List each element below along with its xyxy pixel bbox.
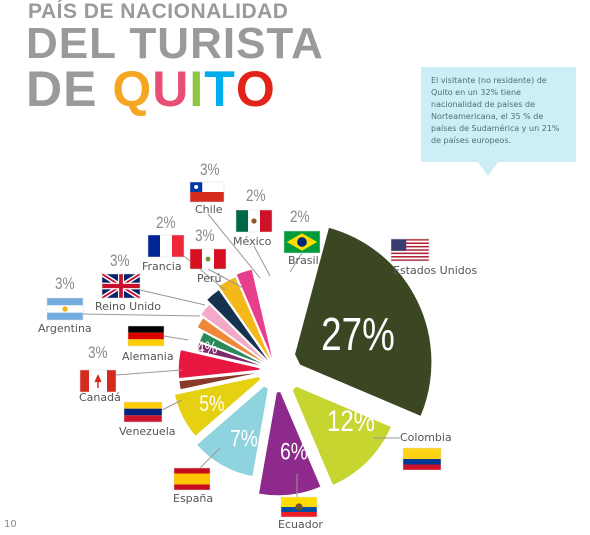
flag-reino-unido-icon (100, 271, 142, 301)
slice-value-ecuador: 6% (280, 437, 308, 465)
label-estados-unidos: Estados Unidos (393, 264, 477, 277)
slice-venezuela (173, 375, 262, 438)
slice-value-colombia: 12% (327, 403, 375, 437)
value-argentina: 3% (55, 275, 75, 294)
value-francia: 2% (156, 214, 176, 233)
flag-canada-icon (79, 369, 117, 393)
slice-colombia (290, 384, 393, 487)
flag-mexico-icon (235, 209, 273, 233)
title-prefix: DE (26, 61, 98, 117)
title-letter-o: O (235, 61, 276, 117)
title-letter-q: Q (112, 61, 153, 117)
flag-francia-icon (147, 234, 185, 258)
leader-canada (115, 369, 183, 376)
slice-value-venezuela: 5% (199, 392, 224, 416)
label-brasil: Brasil (288, 254, 319, 267)
slice-estados-unidos (293, 225, 433, 418)
value-mexico: 2% (246, 187, 266, 206)
title-letter-u: U (152, 61, 190, 117)
title-line-1: PAÍS DE NACIONALIDAD (28, 0, 289, 23)
leader-espana (199, 447, 221, 469)
slice-canada (177, 370, 264, 391)
label-argentina: Argentina (38, 322, 92, 335)
label-canada: Canadá (79, 391, 121, 404)
leader-peru (207, 268, 244, 289)
info-box: El visitante (no residente) de Quito en … (421, 67, 576, 162)
flag-peru-icon (189, 248, 227, 270)
title-quito: QUITO (112, 61, 275, 117)
value-canada: 3% (88, 344, 108, 363)
label-reino-unido: Reino Unido (95, 300, 161, 313)
title-line-2: DEL TURISTA (26, 19, 324, 68)
page-number: 10 (4, 519, 17, 530)
flag-argentina-icon (46, 297, 84, 321)
value-chile: 3% (200, 161, 220, 180)
label-mexico: México (233, 235, 272, 248)
flag-alemania-icon (127, 325, 165, 347)
leader-alemania (163, 335, 189, 341)
slice-value-alemania: 4% (197, 338, 218, 358)
label-francia: Francia (142, 260, 182, 273)
title-line-3: DE QUITO (26, 64, 276, 114)
title-letter-i: I (189, 61, 205, 117)
flag-colombia-icon (402, 447, 442, 471)
flag-venezuela-icon (123, 401, 163, 423)
slice-brasil (234, 267, 274, 360)
title-letter-t: T (204, 61, 236, 117)
leader-reino-unido (139, 289, 206, 306)
label-espana: España (173, 492, 213, 505)
slice-chile (205, 288, 270, 363)
label-venezuela: Venezuela (119, 425, 176, 438)
slice-alemania (177, 348, 262, 380)
value-peru: 3% (195, 227, 215, 246)
info-box-tail (478, 162, 498, 176)
label-colombia: Colombia (400, 431, 452, 444)
leader-chile (207, 213, 261, 279)
leader-brasil (289, 252, 303, 273)
flag-chile-icon (189, 181, 225, 203)
slice-value-estados-unidos: 27% (321, 308, 395, 360)
leader-argentina (82, 313, 201, 317)
leader-mexico (253, 245, 271, 277)
label-peru: Perú (197, 272, 222, 285)
flag-estados-unidos-icon (390, 238, 430, 262)
value-reino-unido: 3% (110, 252, 130, 271)
label-ecuador: Ecuador (278, 518, 323, 531)
value-brasil: 2% (290, 208, 310, 227)
slice-mexico (216, 275, 272, 361)
flag-espana-icon (173, 467, 211, 491)
pie-slices (173, 225, 433, 497)
slice-ecuador (257, 390, 323, 497)
flag-brasil-icon (283, 230, 321, 254)
flag-ecuador-icon (280, 496, 318, 518)
slice-value-espana: 7% (230, 424, 258, 452)
label-alemania: Alemania (122, 350, 174, 363)
label-chile: Chile (195, 203, 223, 216)
leader-venezuela (161, 399, 183, 411)
